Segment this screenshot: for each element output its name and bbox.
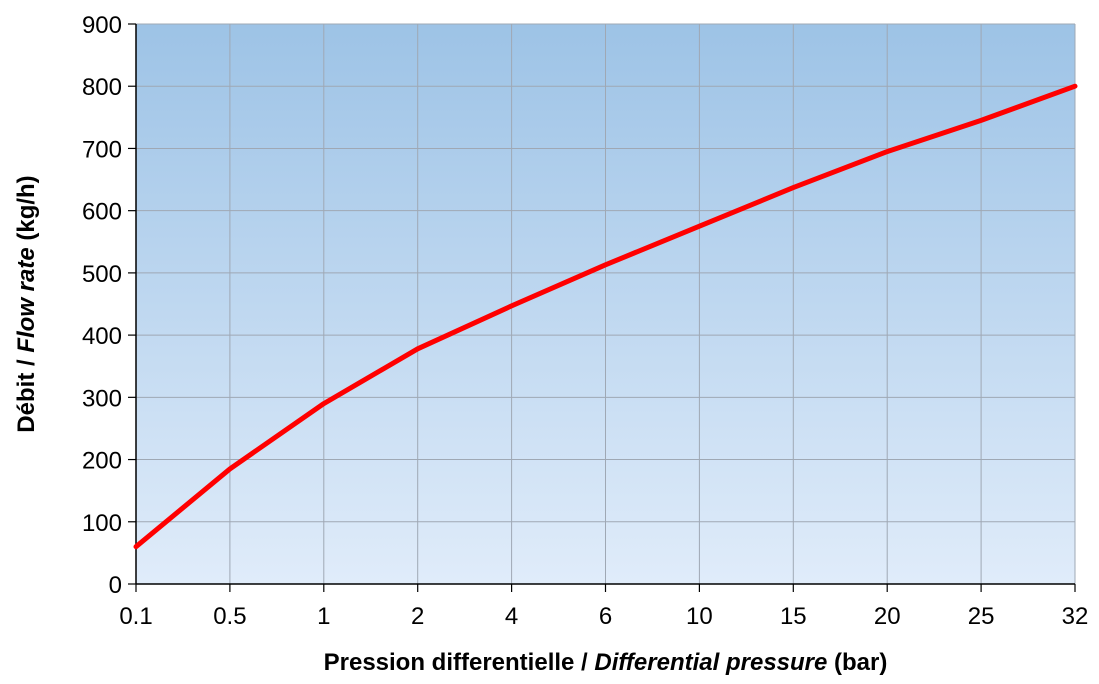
x-tick-label: 0.1 — [119, 603, 152, 630]
y-tick-label: 200 — [82, 448, 122, 475]
x-tick-label: 10 — [686, 603, 713, 630]
x-axis-title-unit: (bar) — [827, 649, 887, 676]
y-axis-title: Débit / Flow rate (kg/h) — [13, 175, 40, 432]
x-tick-label: 0.5 — [213, 603, 246, 630]
y-tick-label: 500 — [82, 261, 122, 288]
x-tick-label: 25 — [968, 603, 995, 630]
y-tick-label: 700 — [82, 136, 122, 163]
x-axis-title-en: Differential pressure — [594, 649, 827, 676]
tick-labels: 0 100 200 300 400 500 600 700 800 900 0.1 0.5 1 2 4 6 10… — [82, 12, 1088, 630]
y-axis-title-unit: (kg/h) — [13, 175, 40, 247]
x-tick-label: 2 — [411, 603, 424, 630]
grid-lines — [136, 23, 1076, 584]
y-tick-label: 0 — [109, 572, 122, 599]
x-tick-label: 15 — [780, 603, 807, 630]
x-tick-label: 6 — [599, 603, 612, 630]
x-tick-label: 1 — [317, 603, 330, 630]
y-tick-label: 800 — [82, 74, 122, 101]
y-tick-label: 300 — [82, 385, 122, 412]
x-axis-title-fr: Pression differentielle / — [324, 649, 595, 676]
y-tick-label: 600 — [82, 199, 122, 226]
flow-rate-series-line — [133, 83, 1078, 550]
y-tick-label: 400 — [82, 323, 122, 350]
x-axis-title: Pression differentielle / Differential p… — [324, 649, 888, 676]
x-tick-label: 20 — [874, 603, 901, 630]
x-tick-label: 32 — [1062, 603, 1089, 630]
y-axis-title-fr: Débit / — [13, 353, 40, 433]
series-group — [133, 83, 1078, 550]
y-axis-title-en: Flow rate — [13, 247, 40, 352]
x-tick-label: 4 — [505, 603, 518, 630]
axes — [128, 23, 1076, 592]
y-tick-label: 900 — [82, 12, 122, 39]
y-tick-label: 100 — [82, 510, 122, 537]
